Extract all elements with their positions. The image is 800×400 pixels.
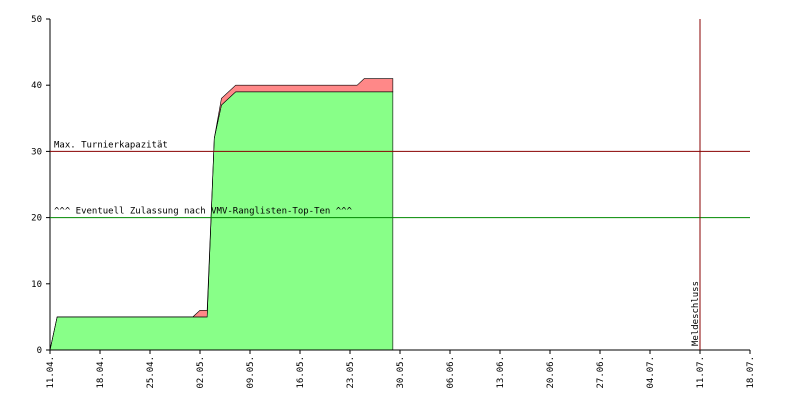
reference-label: Meldeschluss [691, 281, 701, 346]
x-tick-label: 18.04. [96, 356, 106, 389]
x-tick-label: 02.05. [196, 356, 206, 389]
reference-label: Max. Turnierkapazität [54, 140, 168, 150]
x-tick-label: 30.05. [396, 356, 406, 389]
x-tick-label: 09.05. [246, 356, 256, 389]
y-tick-label: 20 [31, 214, 42, 224]
y-tick-label: 40 [31, 81, 42, 91]
x-tick-label: 23.05. [346, 356, 356, 389]
x-tick-label: 04.07. [646, 356, 656, 389]
x-tick-label: 16.05. [296, 356, 306, 389]
x-tick-label: 06.06. [446, 356, 456, 389]
x-tick-label: 20.06. [546, 356, 556, 389]
x-tick-label: 11.07. [696, 356, 706, 389]
x-tick-label: 18.07. [746, 356, 756, 389]
x-tick-label: 25.04. [146, 356, 156, 389]
area [49, 91, 394, 351]
x-tick-label: 27.06. [596, 356, 606, 389]
x-tick-label: 11.04. [46, 356, 56, 389]
y-tick-label: 30 [31, 147, 42, 157]
reference-label: ^^^ Eventuell Zulassung nach VMV-Ranglis… [54, 207, 353, 217]
area [49, 78, 394, 351]
y-tick-label: 0 [37, 346, 42, 356]
y-tick-label: 10 [31, 280, 42, 290]
y-tick-label: 50 [31, 15, 42, 25]
x-tick-label: 13.06. [496, 356, 506, 389]
